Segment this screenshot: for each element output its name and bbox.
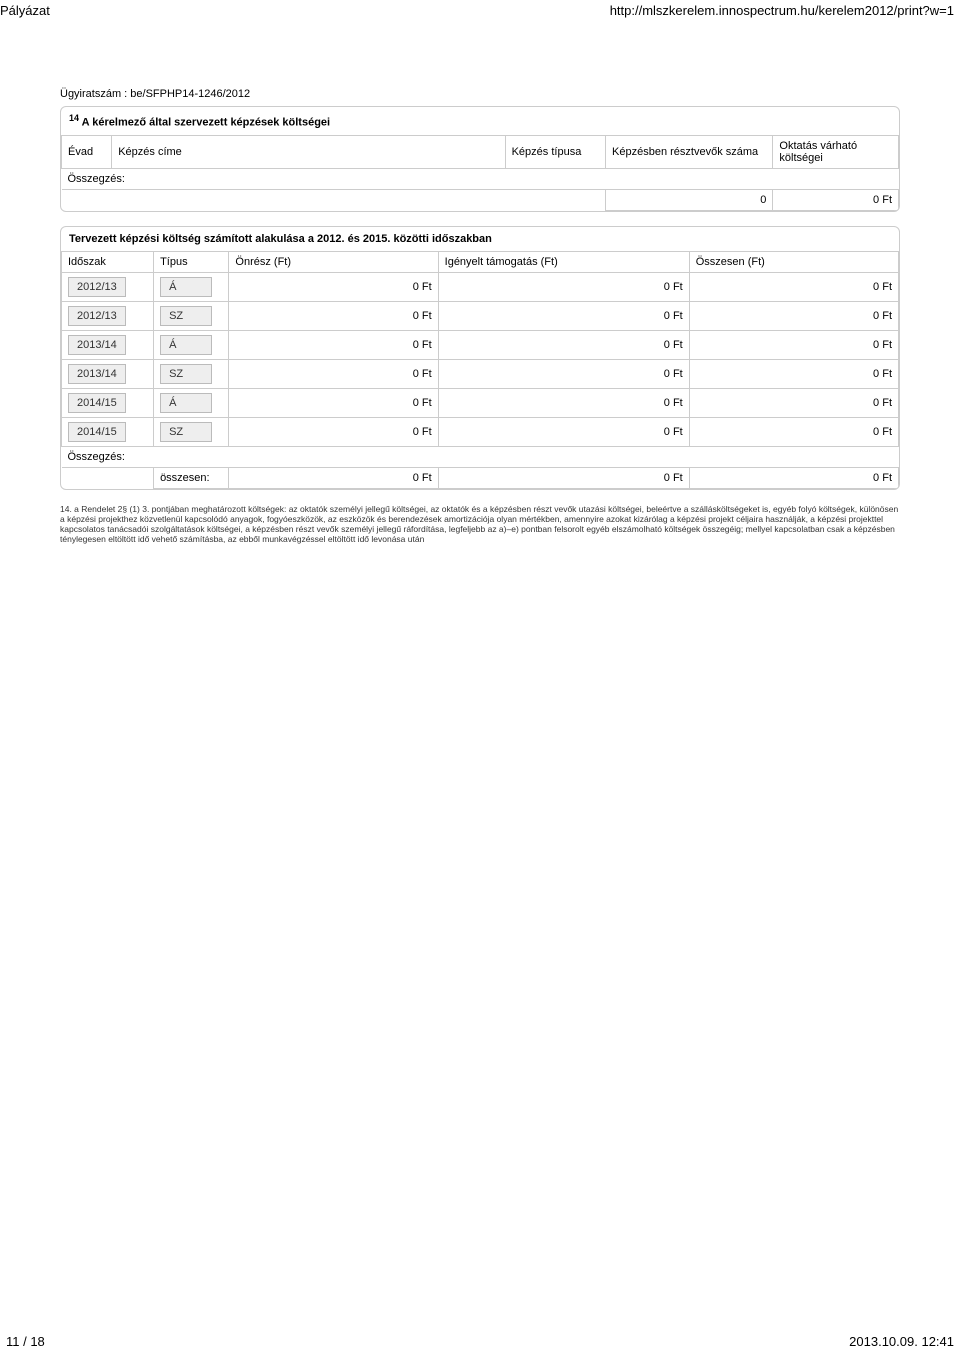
req-cell: 0 Ft [438,301,689,330]
panel2-col-onresz: Önrész (Ft) [229,252,438,273]
own-cell: 0 Ft [229,272,438,301]
panel1-sum-cost: 0 Ft [773,189,899,210]
panel2-summary-label: Összegzés: [62,446,899,467]
table-row: 2012/13Á0 Ft0 Ft0 Ft [62,272,899,301]
type-box: SZ [160,364,212,384]
footnote-text: 14. a Rendelet 2§ (1) 3. pontjában megha… [60,504,900,545]
period-box: 2014/15 [68,422,126,442]
table-row: 2013/14SZ0 Ft0 Ft0 Ft [62,359,899,388]
period-box: 2014/15 [68,393,126,413]
own-cell: 0 Ft [229,417,438,446]
panel2-total-label: összesen: [154,467,229,488]
training-costs-panel: 14 A kérelmező által szervezett képzések… [60,106,900,212]
panel1-title-sup: 14 [69,113,79,123]
own-cell: 0 Ft [229,388,438,417]
type-box: Á [160,335,212,355]
total-cell: 0 Ft [689,417,898,446]
period-box: 2013/14 [68,364,126,384]
period-box: 2012/13 [68,277,126,297]
doc-url: http://mlszkerelem.innospectrum.hu/kerel… [610,3,954,18]
total-cell: 0 Ft [689,272,898,301]
panel1-col-koltseg: Oktatás várható költségei [773,136,899,169]
panel2-col-idoszak: Időszak [62,252,154,273]
panel2-sum-total: 0 Ft [689,467,898,488]
table-row: 2014/15SZ0 Ft0 Ft0 Ft [62,417,899,446]
total-cell: 0 Ft [689,301,898,330]
panel2-col-igenyelt: Igényelt támogatás (Ft) [438,252,689,273]
panel1-col-kcim: Képzés címe [112,136,505,169]
panel2-col-tipus: Típus [154,252,229,273]
panel2-sum-req: 0 Ft [438,467,689,488]
panel1-col-evad: Évad [62,136,112,169]
panel2-sum-own: 0 Ft [229,467,438,488]
req-cell: 0 Ft [438,417,689,446]
page-number: 11 / 18 [6,1334,45,1349]
req-cell: 0 Ft [438,272,689,301]
panel1-summary-label: Összegzés: [62,168,899,189]
req-cell: 0 Ft [438,388,689,417]
own-cell: 0 Ft [229,330,438,359]
table-row: 2014/15Á0 Ft0 Ft0 Ft [62,388,899,417]
own-cell: 0 Ft [229,301,438,330]
req-cell: 0 Ft [438,330,689,359]
panel1-col-ktipus: Képzés típusa [505,136,605,169]
total-cell: 0 Ft [689,330,898,359]
type-box: Á [160,393,212,413]
panel2-table: Időszak Típus Önrész (Ft) Igényelt támog… [61,252,899,489]
print-timestamp: 2013.10.09. 12:41 [849,1334,954,1349]
panel1-sum-participants: 0 [606,189,773,210]
period-box: 2013/14 [68,335,126,355]
table-row: 2012/13SZ0 Ft0 Ft0 Ft [62,301,899,330]
planned-costs-panel: Tervezett képzési költség számított alak… [60,226,900,490]
type-box: Á [160,277,212,297]
panel1-col-resztvevok: Képzésben résztvevők száma [606,136,773,169]
panel1-title: 14 A kérelmező által szervezett képzések… [61,107,899,136]
panel2-title: Tervezett képzési költség számított alak… [61,227,899,252]
type-box: SZ [160,306,212,326]
case-number: Ügyiratszám : be/SFPHP14-1246/2012 [60,88,900,100]
table-row: 2013/14Á0 Ft0 Ft0 Ft [62,330,899,359]
panel1-table: Évad Képzés címe Képzés típusa Képzésben… [61,136,899,211]
panel2-col-osszesen: Összesen (Ft) [689,252,898,273]
panel1-title-text: A kérelmező által szervezett képzések kö… [79,117,330,129]
doc-title: Pályázat [0,3,50,18]
total-cell: 0 Ft [689,388,898,417]
total-cell: 0 Ft [689,359,898,388]
own-cell: 0 Ft [229,359,438,388]
type-box: SZ [160,422,212,442]
period-box: 2012/13 [68,306,126,326]
req-cell: 0 Ft [438,359,689,388]
